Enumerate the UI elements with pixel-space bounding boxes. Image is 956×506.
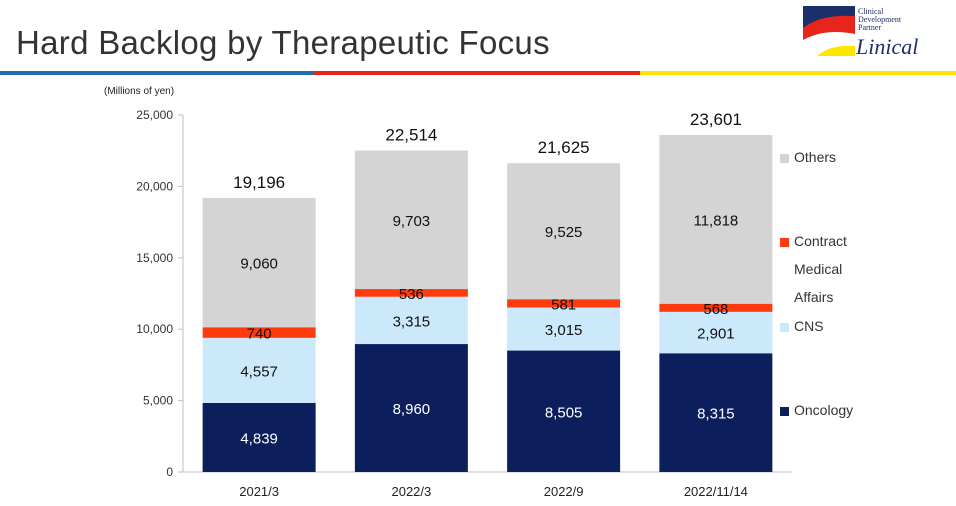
y-tick-label: 15,000: [136, 251, 173, 265]
y-tick-label: 20,000: [136, 179, 173, 193]
legend-swatch: [780, 154, 789, 163]
legend-label: Affairs: [794, 289, 834, 305]
x-tick-label: 2022/11/14: [684, 484, 748, 499]
bar-segment: [354, 296, 468, 345]
bar-value-label: 8,960: [393, 401, 431, 418]
bar-segment: [659, 353, 773, 472]
bar-value-label: 568: [703, 301, 728, 318]
legend-swatch: [780, 323, 789, 332]
bar-total-label: 23,601: [690, 110, 742, 129]
bar-segment: [507, 163, 621, 300]
legend-label: CNS: [794, 318, 824, 334]
logo-name: Linical: [856, 34, 919, 59]
legend-label: Others: [794, 149, 837, 165]
bar-segment: [202, 197, 316, 328]
legend-label: Oncology: [794, 402, 854, 418]
bar-total-label: 21,625: [538, 138, 590, 157]
bar-segment: [507, 299, 621, 308]
bar-value-label: 581: [551, 296, 576, 313]
bar-value-label: 536: [399, 286, 424, 303]
bar-total-label: 22,514: [385, 126, 437, 145]
legend-label: Contract: [794, 233, 847, 249]
legend-label: Medical: [794, 261, 843, 277]
y-tick-label: 0: [166, 465, 173, 479]
bar-value-label: 9,703: [393, 213, 431, 230]
bar-value-label: 4,839: [240, 430, 278, 447]
bar-segment: [202, 402, 316, 472]
bar-value-label: 8,315: [697, 406, 735, 423]
x-tick-label: 2022/3: [391, 484, 431, 499]
bar-segment: [354, 150, 468, 290]
bar-value-label: 9,525: [545, 224, 583, 241]
bar-value-label: 11,818: [693, 212, 738, 229]
x-tick-label: 2021/3: [239, 484, 279, 499]
legend-swatch: [780, 238, 789, 247]
x-tick-label: 2022/9: [544, 484, 584, 499]
bar-value-label: 9,060: [240, 256, 278, 273]
logo-tagline-2: Development: [858, 15, 902, 24]
logo-mark-icon: [803, 6, 855, 56]
legend-swatch: [780, 407, 789, 416]
bar-segment: [507, 350, 621, 472]
bar-value-label: 2,901: [697, 326, 735, 343]
header-rule-red: [314, 71, 640, 75]
bar-segment: [354, 344, 468, 472]
bar-segment: [659, 303, 773, 312]
header-rule-yellow: [640, 71, 956, 75]
header-rule-blue: [0, 71, 314, 75]
logo-tagline-1: Clinical: [858, 7, 884, 16]
unit-label: (Millions of yen): [104, 86, 175, 97]
bar-value-label: 740: [247, 326, 272, 343]
bar-segment: [202, 337, 316, 403]
bar-segment: [354, 289, 468, 297]
bar-segment: [202, 327, 316, 338]
company-logo: [803, 6, 935, 62]
bar-value-label: 4,557: [240, 363, 278, 380]
logo-tagline-3: Partner: [858, 23, 882, 32]
y-tick-label: 10,000: [136, 322, 173, 336]
bar-value-label: 3,315: [393, 313, 431, 330]
bar-value-label: 3,015: [545, 322, 583, 339]
page-title: Hard Backlog by Therapeutic Focus: [16, 24, 550, 61]
y-tick-label: 25,000: [136, 108, 173, 122]
bar-segment: [659, 134, 773, 304]
bar-segment: [659, 311, 773, 354]
bar-total-label: 19,196: [233, 173, 285, 192]
bar-value-label: 8,505: [545, 404, 583, 421]
bar-segment: [507, 307, 621, 351]
y-tick-label: 5,000: [143, 394, 173, 408]
